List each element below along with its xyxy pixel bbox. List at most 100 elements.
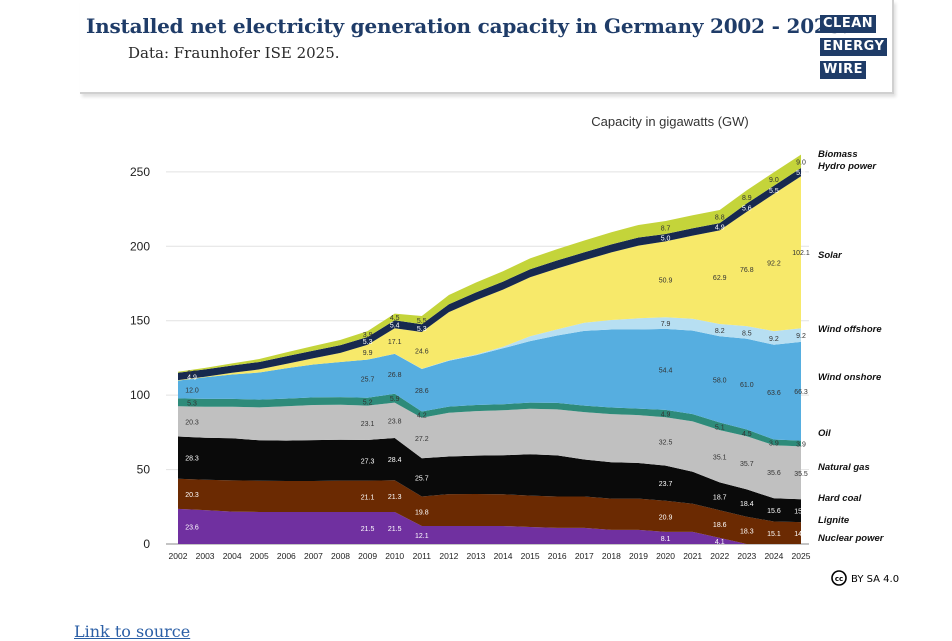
data-label: 20.3 (185, 492, 199, 499)
data-label: 92.2 (767, 261, 781, 268)
legend-solar: Solar (818, 250, 843, 261)
x-tick-label: 2024 (764, 551, 783, 561)
header-card: Installed net electricity generation cap… (80, 0, 894, 94)
x-tick-label: 2016 (548, 551, 567, 561)
data-label: 50.9 (659, 277, 673, 284)
data-label: 4.9 (187, 374, 197, 381)
data-label: 5.1 (715, 424, 725, 431)
data-label: 27.2 (415, 436, 429, 443)
data-label: 9.0 (796, 159, 806, 166)
data-label: 12.0 (185, 387, 199, 394)
data-label: 5.5 (796, 170, 806, 177)
data-label: 4.9 (715, 225, 725, 232)
logo-line-wire: WIRE (820, 61, 867, 79)
license-badge[interactable]: cc BY SA 4.0 (831, 570, 899, 586)
x-tick-label: 2014 (494, 551, 513, 561)
data-label: 28.4 (388, 457, 402, 464)
data-label: 9.2 (769, 336, 779, 343)
data-source: Data: Fraunhofer ISE 2025. (128, 44, 340, 62)
data-label: 4.1 (715, 539, 725, 546)
data-label: 17.1 (388, 339, 402, 346)
data-label: 28.3 (185, 456, 199, 463)
data-label: 15.4 (794, 509, 808, 516)
data-label: 7.9 (661, 321, 671, 328)
capacity-stacked-area-chart: 0.74.912.05.320.328.320.323.63.95.39.925… (130, 114, 899, 586)
area-hard-coal (178, 436, 801, 523)
data-label: 3.9 (363, 332, 373, 339)
data-label: 32.5 (659, 439, 673, 446)
x-tick-label: 2004 (223, 551, 242, 561)
clean-energy-wire-logo[interactable]: CLEAN ENERGY WIRE (820, 12, 890, 81)
x-tick-label: 2015 (521, 551, 540, 561)
legend-nuclear-power: Nuclear power (818, 533, 885, 544)
x-tick-label: 2011 (413, 551, 432, 561)
legend-natural-gas: Natural gas (818, 462, 870, 473)
data-label: 21.1 (361, 494, 375, 501)
y-tick-label: 200 (130, 239, 150, 253)
legend-hydro-power: Hydro power (818, 161, 877, 172)
y-tick-label: 250 (130, 165, 150, 179)
x-tick-label: 2019 (629, 551, 648, 561)
data-label: 15.1 (767, 531, 781, 538)
x-tick-label: 2017 (575, 551, 594, 561)
data-label: 5.3 (417, 326, 427, 333)
data-label: 3.9 (796, 441, 806, 448)
y-tick-label: 0 (143, 537, 150, 551)
data-label: 8.7 (661, 225, 671, 232)
data-label: 19.8 (415, 509, 429, 516)
x-tick-label: 2002 (169, 551, 188, 561)
data-label: 25.7 (361, 377, 375, 384)
data-label: 58.0 (713, 377, 727, 384)
data-label: 4.2 (417, 413, 427, 420)
data-label: 35.1 (713, 454, 727, 461)
data-label: 4.5 (390, 315, 400, 322)
area-solar (178, 176, 801, 381)
cc-icon (831, 570, 847, 586)
data-label: 8.8 (715, 215, 725, 222)
data-label: 26.8 (388, 372, 402, 379)
area-wind-onshore (178, 328, 801, 441)
data-label: 23.7 (659, 481, 673, 488)
data-label: 5.9 (390, 396, 400, 403)
x-tick-label: 2013 (466, 551, 485, 561)
x-tick-label: 2008 (331, 551, 350, 561)
legend-wind-onshore: Wind onshore (818, 372, 882, 383)
data-label: 4.9 (661, 412, 671, 419)
legend-biomass: Biomass (818, 149, 858, 160)
data-label: 5.0 (661, 236, 671, 243)
y-tick-label: 50 (137, 463, 151, 477)
x-tick-label: 2010 (385, 551, 404, 561)
data-label: 23.1 (361, 421, 375, 428)
data-label: 27.3 (361, 458, 375, 465)
data-label: 23.8 (388, 418, 402, 425)
data-label: 62.9 (713, 275, 727, 282)
legend-hard-coal: Hard coal (818, 493, 862, 504)
data-label: 5.2 (363, 400, 373, 407)
y-tick-label: 100 (130, 388, 150, 402)
data-label: 23.6 (185, 524, 199, 531)
data-label: 21.3 (388, 494, 402, 501)
data-label: 5.6 (742, 206, 752, 213)
y-tick-label: 150 (130, 314, 150, 328)
legend-oil: Oil (818, 428, 831, 439)
source-link[interactable]: Link to source (74, 622, 191, 641)
unit-label: Capacity in gigawatts (GW) (591, 114, 749, 129)
logo-line-clean: CLEAN (820, 15, 877, 33)
data-label: 18.3 (740, 528, 754, 535)
logo-line-energy: ENERGY (820, 38, 888, 56)
legend-wind-offshore: Wind offshore (818, 324, 882, 335)
data-label: 8.5 (742, 330, 752, 337)
x-tick-label: 2023 (737, 551, 756, 561)
data-label: 12.1 (415, 533, 429, 540)
data-label: 9.2 (796, 333, 806, 340)
x-tick-label: 2009 (358, 551, 377, 561)
data-label: 5.5 (769, 188, 779, 195)
x-tick-label: 2007 (304, 551, 323, 561)
data-label: 24.6 (415, 348, 429, 355)
x-tick-label: 2006 (277, 551, 296, 561)
x-tick-label: 2005 (250, 551, 269, 561)
x-tick-label: 2025 (792, 551, 811, 561)
data-label: 18.4 (740, 501, 754, 508)
data-label: 76.8 (740, 267, 754, 274)
data-label: 63.6 (767, 390, 781, 397)
